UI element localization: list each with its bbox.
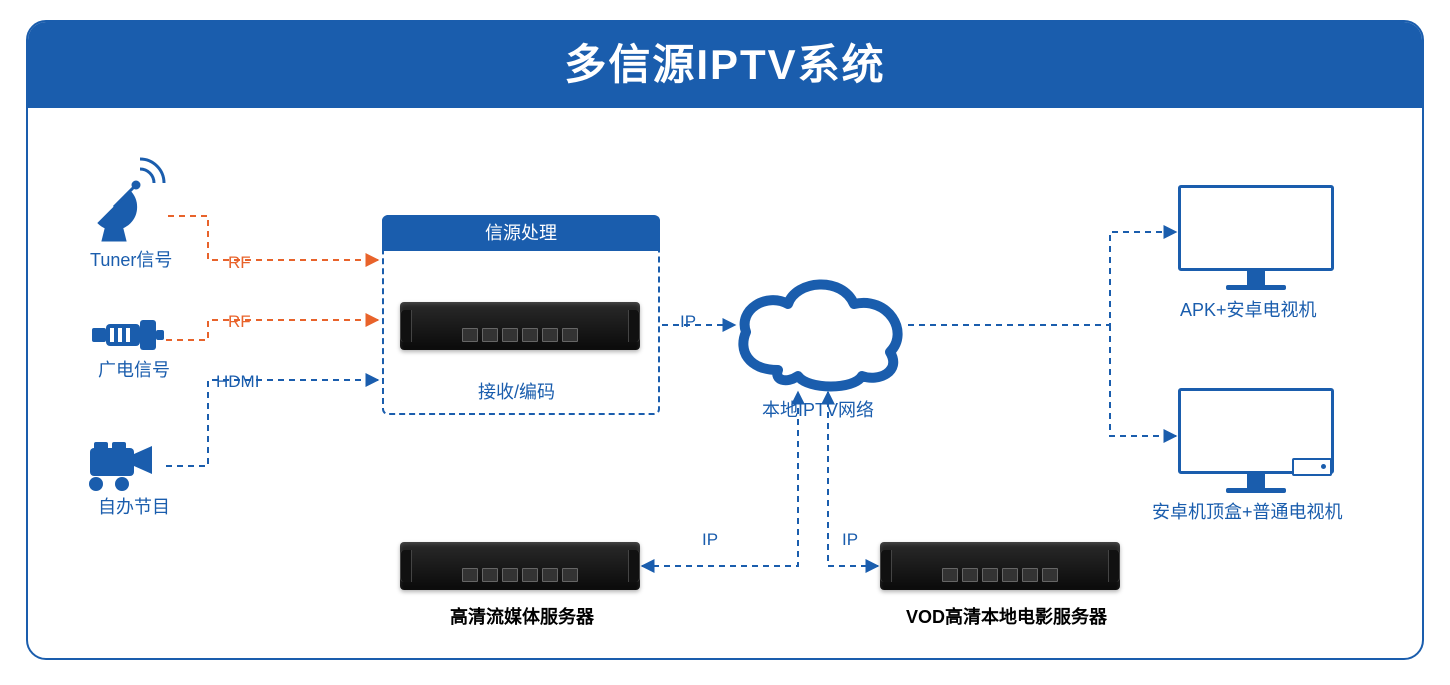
processing-footer-label: 接收/编码	[478, 378, 555, 404]
processing-header-label: 信源处理	[485, 223, 557, 243]
source-tuner-label: Tuner信号	[90, 246, 172, 272]
streaming-server	[400, 542, 640, 590]
encoder-server	[400, 302, 640, 350]
cloud-label: 本地IPTV网络	[762, 396, 874, 422]
title-bar: 多信源IPTV系统	[28, 22, 1422, 108]
edge-hdmi-label: HDMI	[216, 372, 259, 392]
vod-server	[880, 542, 1120, 590]
vod-server-label: VOD高清本地电影服务器	[906, 603, 1107, 629]
tv1-monitor	[1178, 185, 1334, 290]
edge-proc-ip-label: IP	[680, 312, 696, 332]
tv2-monitor	[1178, 388, 1334, 493]
source-catv-label: 广电信号	[98, 356, 170, 382]
edge-catv-rf-label: RF	[228, 312, 251, 332]
streaming-server-label: 高清流媒体服务器	[450, 603, 594, 629]
source-self-label: 自办节目	[98, 493, 170, 519]
edge-tuner-rf-label: RF	[228, 253, 251, 273]
edge-vod-ip-label: IP	[842, 530, 858, 550]
tv2-label: 安卓机顶盒+普通电视机	[1152, 498, 1343, 524]
set-top-box-icon	[1292, 458, 1332, 476]
tv1-label: APK+安卓电视机	[1180, 296, 1317, 322]
title-text: 多信源IPTV系统	[564, 41, 885, 88]
processing-box-header: 信源处理	[382, 215, 660, 251]
diagram-canvas: 多信源IPTV系统	[0, 0, 1450, 685]
outer-border: 多信源IPTV系统	[26, 20, 1424, 660]
edge-stream-ip-label: IP	[702, 530, 718, 550]
